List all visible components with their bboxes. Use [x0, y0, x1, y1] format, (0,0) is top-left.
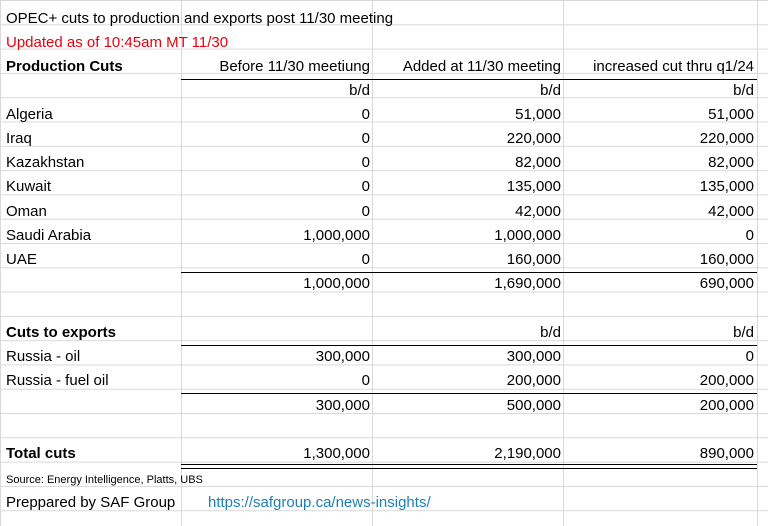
table-row: Kazakhstan 0 82,000 82,000 — [0, 151, 768, 175]
production-header-row: Production Cuts Before 11/30 meetiung Ad… — [0, 55, 768, 79]
column-header-increased: increased cut thru q1/24 — [593, 58, 754, 75]
added-value: 300,000 — [506, 348, 561, 365]
country-name: Oman — [6, 203, 47, 220]
news-insights-link[interactable]: https://safgroup.ca/news-insights/ — [208, 494, 431, 511]
export-name: Russia - fuel oil — [6, 372, 109, 389]
exports-label: Cuts to exports — [6, 324, 117, 341]
prepared-by: Preppared by SAF Group — [6, 494, 176, 511]
country-name: UAE — [6, 251, 37, 268]
subtotal-border — [181, 272, 757, 273]
increased-value: 200,000 — [699, 372, 754, 389]
units-row: b/d b/d b/d — [0, 79, 768, 103]
column-header-added: Added at 11/30 meeting — [402, 58, 561, 75]
table-row: Saudi Arabia 1,000,000 1,000,000 0 — [0, 224, 768, 248]
country-name: Saudi Arabia — [6, 227, 92, 244]
country-name: Algeria — [6, 106, 53, 123]
country-name: Iraq — [6, 130, 32, 147]
unit-label: b/d — [349, 82, 370, 99]
increased-total: 690,000 — [699, 275, 754, 292]
sheet-title: OPEC+ cuts to production and exports pos… — [6, 10, 394, 27]
title-row: OPEC+ cuts to production and exports pos… — [0, 7, 768, 31]
double-underline — [181, 464, 757, 469]
source-note: Source: Energy Intelligence, Platts, UBS — [6, 474, 203, 486]
before-value: 300,000 — [315, 348, 370, 365]
added-value: 82,000 — [515, 154, 561, 171]
column-divider — [372, 0, 373, 526]
added-total: 500,000 — [506, 397, 561, 414]
unit-label: b/d — [733, 324, 754, 341]
before-value: 0 — [361, 178, 370, 195]
before-value: 0 — [361, 251, 370, 268]
increased-value: 0 — [745, 227, 754, 244]
unit-label: b/d — [540, 324, 561, 341]
increased-grand-total: 890,000 — [699, 445, 754, 462]
source-row: Source: Energy Intelligence, Platts, UBS — [0, 468, 768, 492]
updated-row: Updated as of 10:45am MT 11/30 — [0, 31, 768, 55]
exports-total-row: 300,000 500,000 200,000 — [0, 394, 768, 418]
column-header-before: Before 11/30 meetiung — [219, 58, 370, 75]
exports-header-row: Cuts to exports b/d b/d — [0, 321, 768, 345]
total-cuts-row: Total cuts 1,300,000 2,190,000 890,000 — [0, 442, 768, 466]
before-value: 0 — [361, 154, 370, 171]
table-row: UAE 0 160,000 160,000 — [0, 248, 768, 272]
exports-subtotal-border — [181, 393, 757, 394]
unit-label: b/d — [733, 82, 754, 99]
production-cuts-label: Production Cuts — [6, 58, 123, 75]
added-grand-total: 2,190,000 — [494, 445, 561, 462]
increased-value: 0 — [745, 348, 754, 365]
before-total: 1,000,000 — [303, 275, 370, 292]
added-value: 135,000 — [506, 178, 561, 195]
added-value: 220,000 — [506, 130, 561, 147]
added-value: 1,000,000 — [494, 227, 561, 244]
added-value: 200,000 — [506, 372, 561, 389]
before-total: 300,000 — [315, 397, 370, 414]
column-divider — [563, 0, 564, 526]
table-row: Russia - oil 300,000 300,000 0 — [0, 345, 768, 369]
added-value: 51,000 — [515, 106, 561, 123]
increased-value: 51,000 — [708, 106, 754, 123]
before-value: 0 — [361, 372, 370, 389]
before-grand-total: 1,300,000 — [303, 445, 370, 462]
added-value: 42,000 — [515, 203, 561, 220]
exports-header-border — [181, 345, 757, 346]
column-divider — [181, 0, 182, 526]
before-value: 0 — [361, 203, 370, 220]
increased-total: 200,000 — [699, 397, 754, 414]
added-value: 160,000 — [506, 251, 561, 268]
table-row: Kuwait 0 135,000 135,000 — [0, 175, 768, 199]
table-row: Russia - fuel oil 0 200,000 200,000 — [0, 369, 768, 393]
table-row: Algeria 0 51,000 51,000 — [0, 103, 768, 127]
production-total-row: 1,000,000 1,690,000 690,000 — [0, 272, 768, 296]
table-row: Iraq 0 220,000 220,000 — [0, 127, 768, 151]
unit-label: b/d — [540, 82, 561, 99]
column-divider — [757, 0, 758, 526]
before-value: 1,000,000 — [303, 227, 370, 244]
table-row: Oman 0 42,000 42,000 — [0, 200, 768, 224]
increased-value: 135,000 — [699, 178, 754, 195]
before-value: 0 — [361, 130, 370, 147]
increased-value: 160,000 — [699, 251, 754, 268]
prepared-row: Preppared by SAF Group https://safgroup.… — [0, 491, 768, 515]
increased-value: 82,000 — [708, 154, 754, 171]
increased-value: 42,000 — [708, 203, 754, 220]
added-total: 1,690,000 — [494, 275, 561, 292]
country-name: Kazakhstan — [6, 154, 85, 171]
total-cuts-label: Total cuts — [6, 445, 76, 462]
export-name: Russia - oil — [6, 348, 81, 365]
updated-note: Updated as of 10:45am MT 11/30 — [6, 34, 229, 51]
increased-value: 220,000 — [699, 130, 754, 147]
before-value: 0 — [361, 106, 370, 123]
header-border — [181, 79, 757, 80]
country-name: Kuwait — [6, 178, 52, 195]
